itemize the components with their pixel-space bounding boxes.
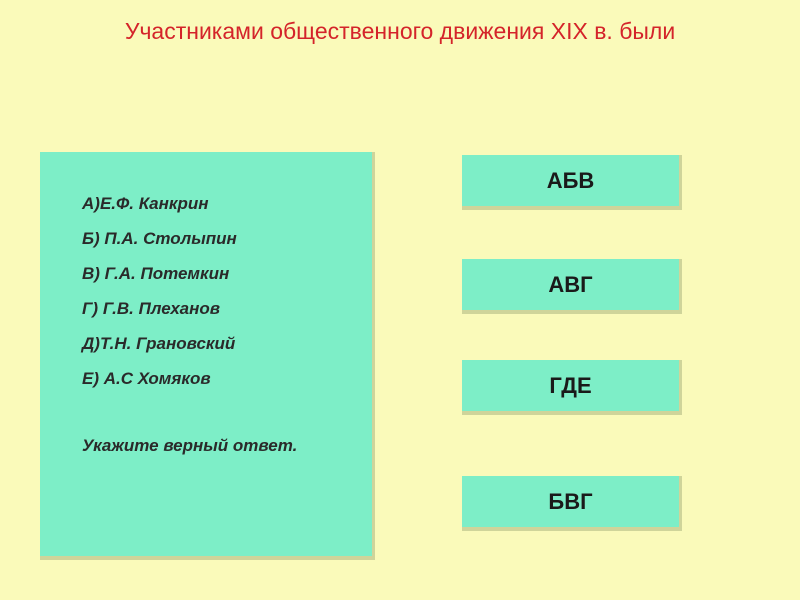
- question-content: А)Е.Ф. Канкрин Б) П.А. Столыпин В) Г.А. …: [40, 152, 372, 468]
- question-option-e: Д)Т.Н. Грановский: [82, 334, 360, 354]
- answer-button-4[interactable]: БВГ: [462, 476, 682, 531]
- question-option-f: Е) А.С Хомяков: [82, 369, 360, 389]
- question-prompt: Укажите верный ответ.: [82, 436, 360, 456]
- question-option-c: В) Г.А. Потемкин: [82, 264, 360, 284]
- question-title: Участниками общественного движения XIX в…: [0, 0, 800, 45]
- question-option-d: Г) Г.В. Плеханов: [82, 299, 360, 319]
- question-panel: А)Е.Ф. Канкрин Б) П.А. Столыпин В) Г.А. …: [40, 152, 375, 560]
- question-option-b: Б) П.А. Столыпин: [82, 229, 360, 249]
- answer-button-1[interactable]: АБВ: [462, 155, 682, 210]
- answer-button-2[interactable]: АВГ: [462, 259, 682, 314]
- answer-button-3[interactable]: ГДЕ: [462, 360, 682, 415]
- question-option-a: А)Е.Ф. Канкрин: [82, 194, 360, 214]
